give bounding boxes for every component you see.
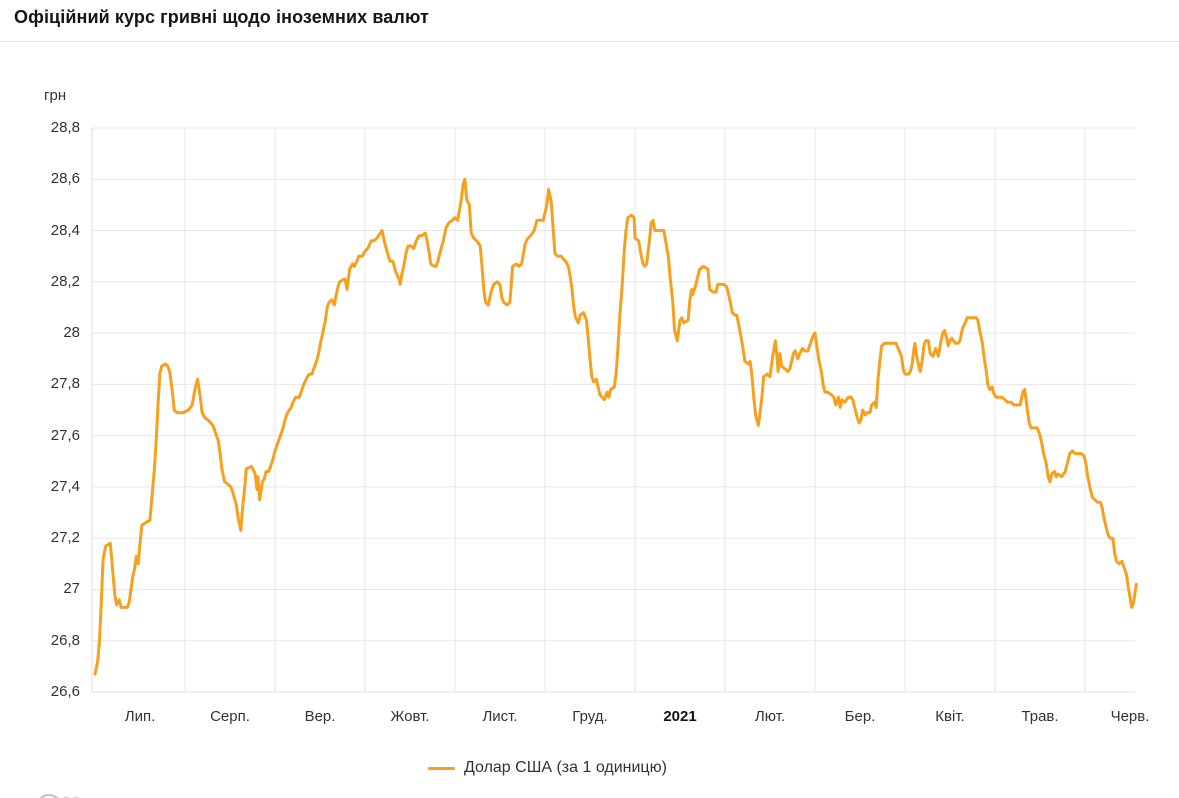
y-tick-label: 26,8 (50, 632, 80, 649)
legend-item-usd[interactable]: Долар США (за 1 одиницю) (428, 759, 667, 777)
x-tick-label: Вер. (304, 708, 336, 725)
x-tick-label: Лип. (124, 708, 156, 725)
x-tick-label: Жовт. (390, 708, 430, 725)
y-tick-label: 27,6 (50, 427, 80, 444)
y-tick-label: 28,4 (50, 222, 80, 239)
y-tick-label: 27,8 (50, 375, 80, 392)
x-tick-label: Квіт. (935, 708, 965, 725)
y-tick-label: 27 (63, 580, 80, 597)
x-tick-label: Трав. (1021, 708, 1059, 725)
y-tick-label: 27,2 (50, 529, 80, 546)
y-tick-label: 28,8 (50, 119, 80, 136)
y-axis-unit-label: грн (44, 87, 67, 104)
page-title: Офіційний курс гривні щодо іноземних вал… (14, 7, 429, 27)
x-tick-label: Черв. (1110, 708, 1150, 725)
x-tick-label: Лют. (754, 708, 786, 725)
x-tick-label: Груд. (572, 708, 608, 725)
y-tick-label: 26,6 (50, 683, 80, 700)
y-tick-label: 27,4 (50, 478, 80, 495)
y-tick-label: 28,2 (50, 273, 80, 290)
y-tick-label: 28,6 (50, 170, 80, 187)
legend-series-label: Долар США (за 1 одиницю) (464, 759, 667, 776)
x-tick-label-year: 2021 (663, 708, 697, 725)
x-tick-label: Бер. (844, 708, 876, 725)
x-tick-label: Серп. (210, 708, 250, 725)
title-divider (0, 41, 1179, 42)
y-tick-label: 28 (63, 324, 80, 341)
x-tick-label: Лист. (482, 708, 518, 725)
usd-rate-series-line (93, 177, 1138, 676)
legend-line-marker-icon (428, 767, 455, 770)
